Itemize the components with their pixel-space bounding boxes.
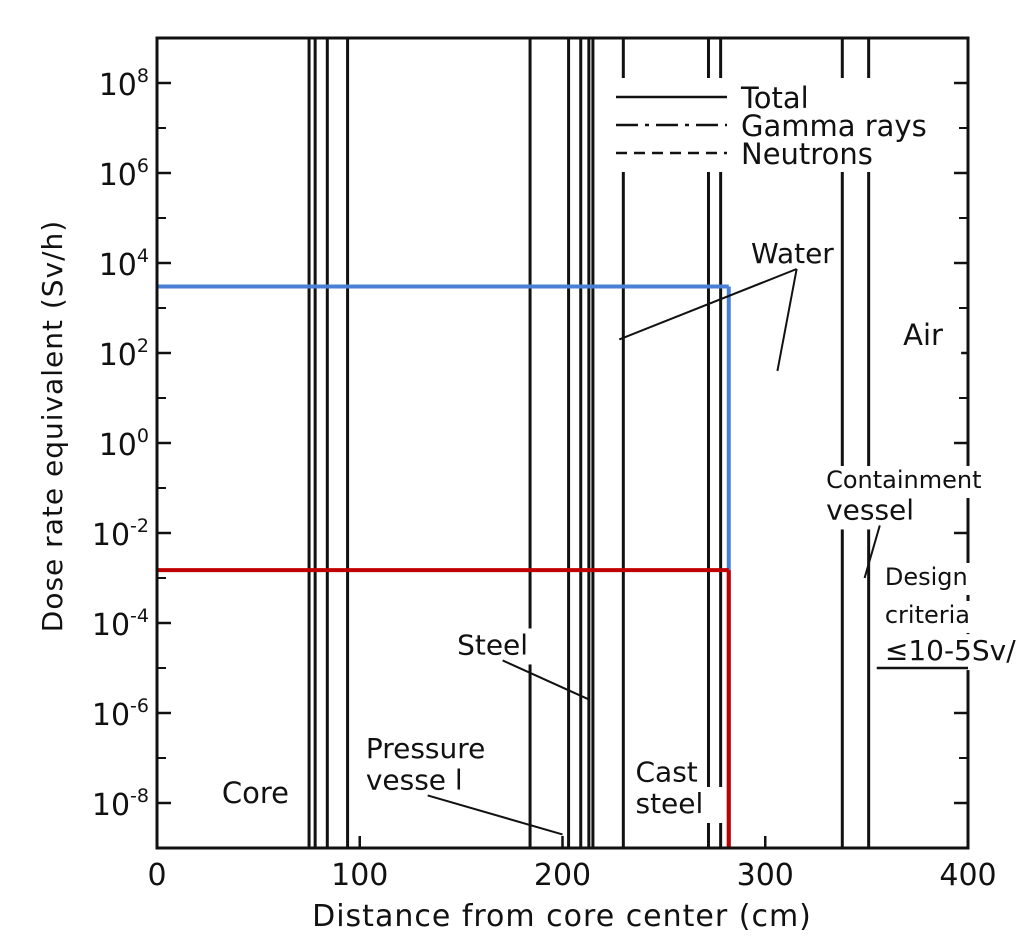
annotation-2: Pressure: [366, 732, 486, 765]
annotation-bg-4: [631, 755, 707, 792]
annotation-arrow-3-0: [427, 794, 563, 836]
annotation-7: vessel: [826, 493, 914, 526]
reference-lines: [157, 284, 731, 848]
annotation-1: Steel: [457, 628, 528, 661]
annotation-10: ≤10-5Sv/h: [885, 634, 1017, 667]
annotation-bg-0: [747, 237, 839, 273]
annotation-bg-3: [361, 763, 486, 800]
region-label-0: Core: [222, 776, 289, 810]
annotation-5: steel: [635, 787, 703, 820]
annotation-bg-10: [880, 634, 1008, 671]
y-tick-label-3: 102: [99, 335, 149, 373]
y-tick-label-2: 104: [99, 245, 149, 283]
annotation-bg-6: [822, 466, 986, 498]
annotation-bg-2: [361, 732, 502, 768]
tick-labels: 0 100 200 300 400 108 106 104 102 100 10-2 10-4 10-6…: [92, 65, 997, 893]
x-tick-label-2: 200: [534, 858, 591, 893]
y-tick-label-0: 108: [99, 65, 149, 103]
annotation-bg-1: [453, 628, 545, 665]
x-axis-label: Distance from core center (cm): [312, 899, 812, 934]
annotation-bg-8: [880, 562, 975, 595]
y-tick-label-8: 10-8: [92, 785, 149, 823]
annotation-0: Water: [751, 237, 834, 270]
y-tick-label-4: 100: [99, 425, 149, 463]
legend-label-0: Total: [740, 81, 809, 115]
annotation-9: criteria: [885, 601, 970, 629]
annotation-bg-9: [880, 601, 1003, 633]
annotation-arrow-0-0: [618, 268, 798, 341]
y-tick-label-7: 10-6: [92, 695, 149, 733]
y-tick-label-5: 10-2: [92, 515, 149, 553]
annotation-4: Cast: [635, 756, 697, 789]
region-label-bg-0: [217, 775, 296, 813]
annotation-bg-7: [822, 493, 930, 530]
legend-label-2: Neutrons: [741, 137, 873, 171]
y-tick-label-6: 10-4: [92, 605, 149, 643]
annotation-arrow-1-0: [502, 659, 590, 701]
annotation-arrow-7-0: [863, 525, 881, 579]
annotation-8: Design: [885, 563, 968, 591]
region-label-1: Air: [903, 318, 943, 352]
region-label-bg-1: [899, 317, 962, 356]
y-axis-label: Dose rate equivalent (Sv/h): [36, 220, 69, 632]
x-tick-label-3: 300: [737, 858, 794, 893]
annotation-bg-5: [631, 786, 723, 823]
legend-label-1: Gamma rays: [741, 109, 927, 143]
x-tick-label-4: 400: [939, 858, 996, 893]
x-tick-label-0: 0: [147, 858, 166, 893]
annotation-6: Containment: [826, 466, 981, 494]
y-tick-label-1: 106: [99, 155, 149, 193]
annotation-arrow-0-1: [776, 268, 798, 372]
boundary-lines: [307, 38, 871, 848]
x-tick-label-1: 100: [331, 858, 388, 893]
annotation-3: vesse l: [366, 763, 463, 796]
